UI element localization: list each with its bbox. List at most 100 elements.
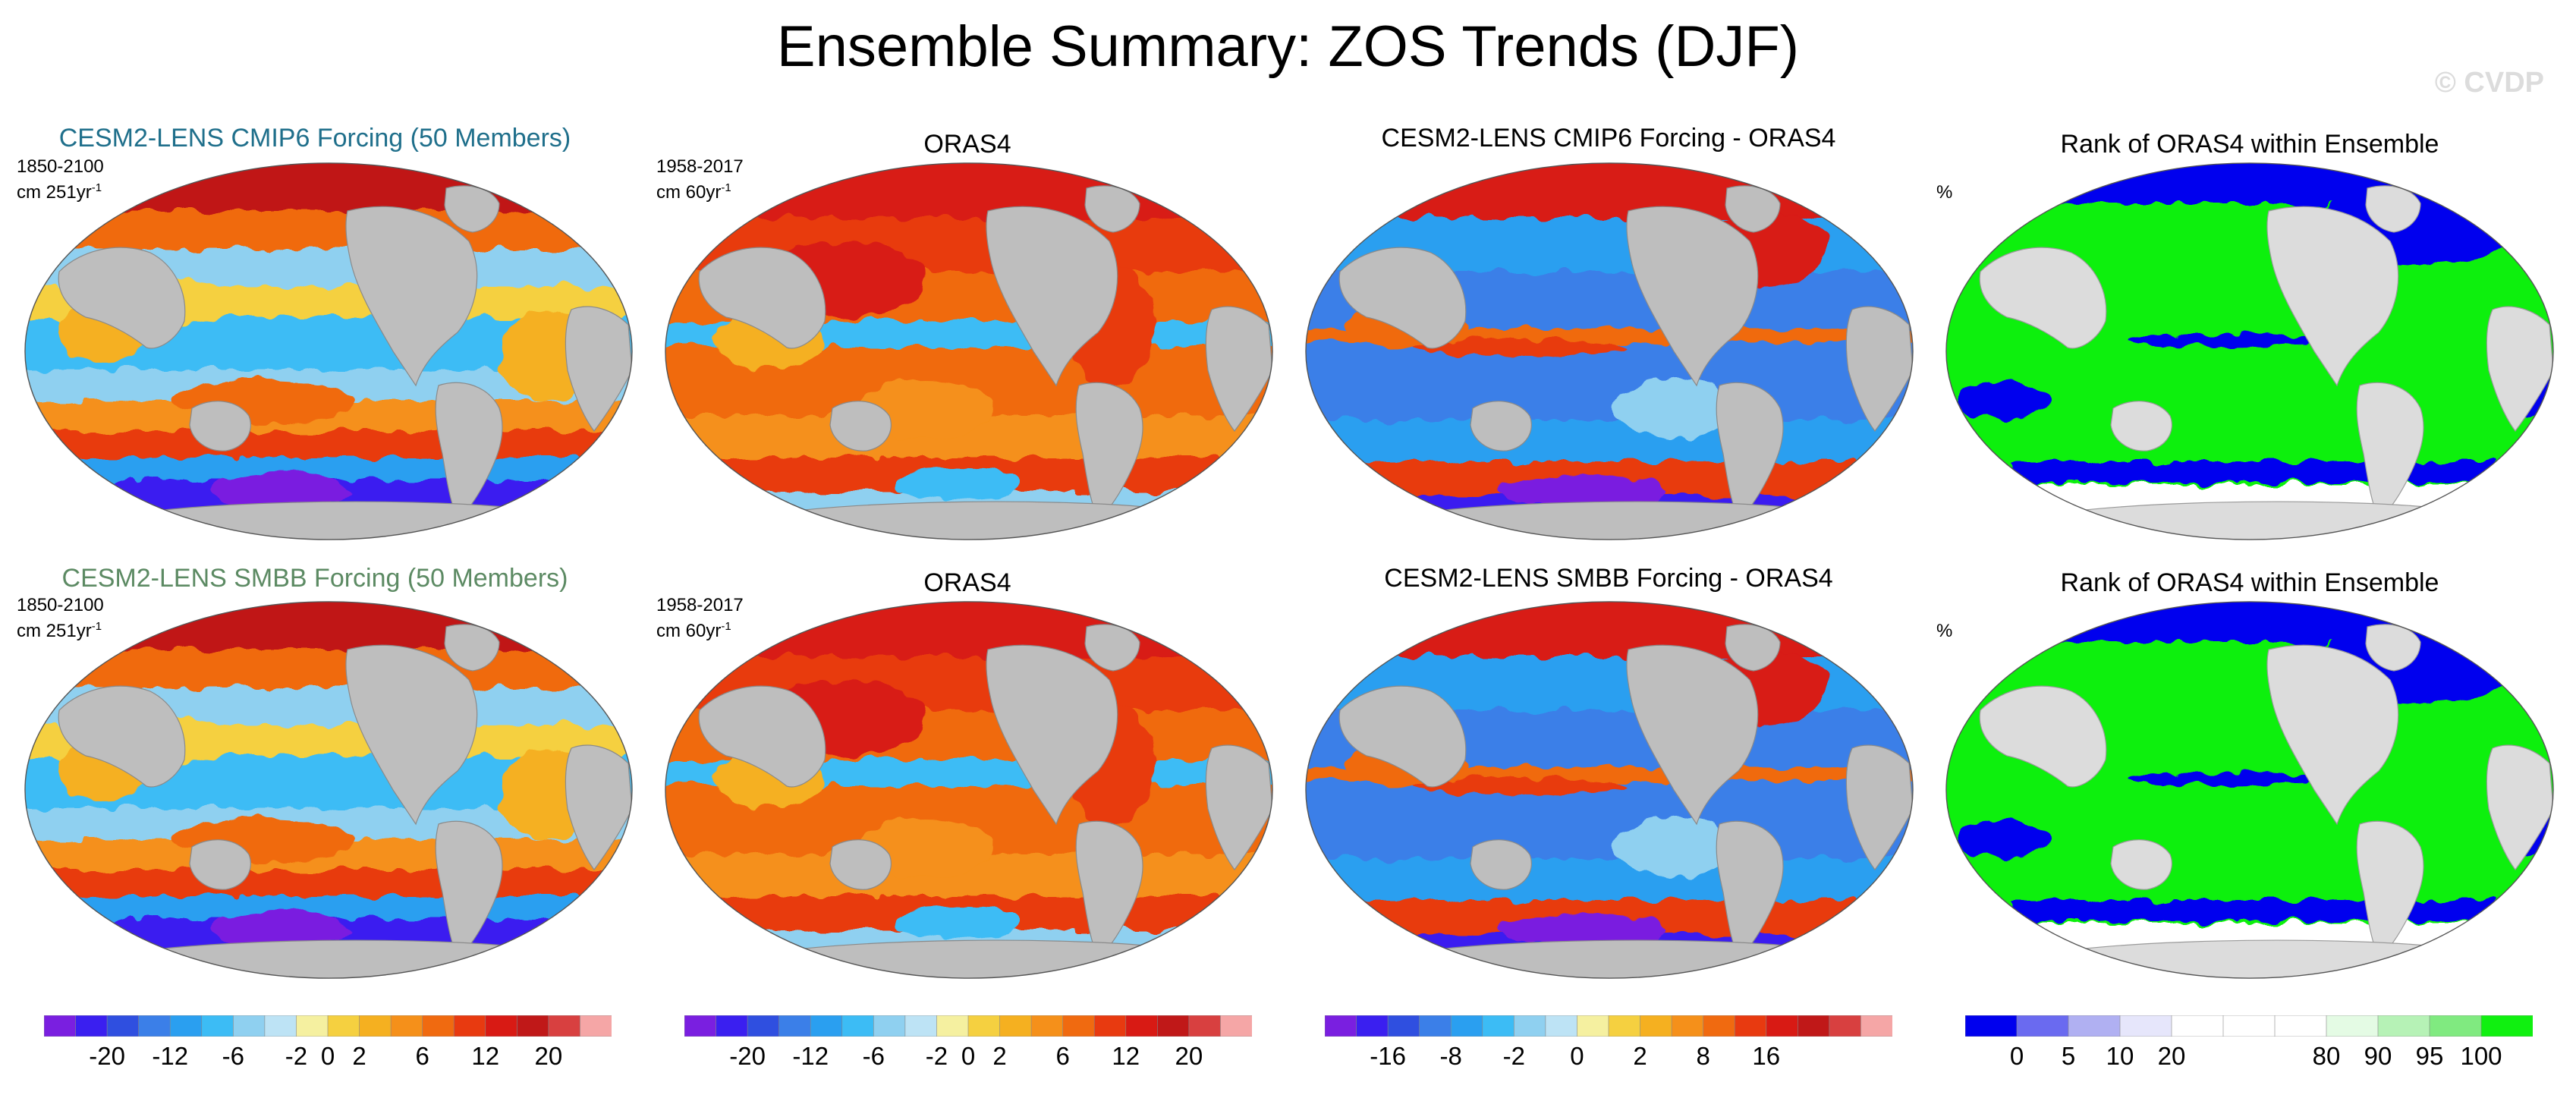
colorbar-tick-label: -8 [1439, 1042, 1462, 1070]
land-antarctica [1407, 501, 1857, 540]
colorbar-swatch [359, 1015, 392, 1037]
land-antarctica [1407, 939, 1857, 979]
colorbar-tick-label: 10 [2106, 1042, 2134, 1070]
land-namerica [1626, 644, 1759, 826]
land-greenland [1725, 185, 1781, 233]
ocean-field [24, 162, 633, 540]
land-antarctica [126, 501, 577, 540]
colorbar-swatch [453, 1015, 486, 1037]
land-asia [58, 685, 186, 788]
years: 1850-2100 [17, 156, 104, 177]
rank-units-label-row2: % [1936, 621, 1953, 641]
ocean-field [1305, 601, 1914, 979]
colorbar-swatch [841, 1015, 875, 1037]
land-namerica [345, 644, 478, 826]
years: 1958-2017 [656, 156, 744, 177]
field-bands [24, 162, 633, 540]
land-namerica [345, 206, 478, 387]
colorbar-swatch [1093, 1015, 1127, 1037]
map-outline [1305, 601, 1914, 979]
rank-field [1945, 601, 2554, 979]
map-oras4-trend-row2 [665, 601, 1273, 979]
land-australia [1470, 839, 1532, 890]
land-namerica [1626, 206, 1759, 387]
years: 1850-2100 [17, 595, 104, 615]
colorbar-swatch [2429, 1015, 2482, 1037]
colorbar-swatch [810, 1015, 843, 1037]
colorbar-swatch [2480, 1015, 2533, 1037]
field-blob-3 [1499, 915, 1666, 946]
land-africa [1205, 744, 1273, 871]
field-blob-3 [1499, 477, 1666, 507]
field-blob-2 [1613, 378, 1735, 439]
colorbar-swatch [936, 1015, 969, 1037]
land-africa [1205, 306, 1273, 433]
colorbar-tick-label: -12 [152, 1042, 189, 1070]
land-samerica [2356, 382, 2424, 519]
field-band-0 [1305, 162, 1914, 226]
land-asia [1979, 685, 2107, 788]
rank-units-label-row1: % [1936, 182, 1953, 203]
land-greenland [2365, 624, 2421, 672]
colorbar-swatch [2016, 1015, 2069, 1037]
land-australia [189, 839, 251, 890]
land-asia [698, 685, 826, 788]
colorbar-swatch [138, 1015, 171, 1037]
field-bands [24, 601, 633, 979]
units: cm 60yr [656, 182, 722, 203]
land-africa [2486, 306, 2554, 433]
rank-area-southern [2011, 461, 2496, 483]
field-band-5 [1305, 420, 1914, 465]
colorbar-tick-label: 100 [2460, 1042, 2502, 1070]
panel-title-obs-row2: ORAS4 [923, 568, 1011, 597]
colorbar-swatch [201, 1015, 234, 1037]
map-outline [665, 601, 1273, 979]
colorbar-swatch [1482, 1015, 1515, 1037]
land-asia [698, 247, 826, 349]
land-asia [1338, 685, 1467, 788]
units-superscript: -1 [721, 181, 731, 194]
field-blob-4 [211, 911, 348, 949]
land-greenland [444, 185, 500, 233]
colorbar-swatch [1062, 1015, 1096, 1037]
land-samerica [1716, 820, 1784, 958]
years: 1958-2017 [656, 595, 744, 615]
rank-area-indian [1958, 382, 2049, 420]
panel-title-obs-row1: ORAS4 [923, 130, 1011, 159]
land-masses [1979, 624, 2554, 979]
field-band-4 [1305, 782, 1914, 866]
colorbar-swatch [1829, 1015, 1862, 1037]
ocean-field [665, 601, 1273, 979]
rank-areas [1945, 601, 2554, 979]
colorbar-swatch [485, 1015, 518, 1037]
colorbar-tick-label: 2 [352, 1042, 366, 1070]
colorbar-tick-label: 80 [2312, 1042, 2341, 1070]
rank-field [1945, 162, 2554, 540]
colorbar-swatch [1387, 1015, 1420, 1037]
map-difference-smbb [1305, 601, 1914, 979]
colorbar-tick-label: -20 [89, 1042, 125, 1070]
field-band-0 [1305, 601, 1914, 665]
ensemble-period-label-row1: 1850-2100 cm 251yr-1 [17, 156, 104, 203]
colorbar-swatch [1157, 1015, 1190, 1037]
panel-title-diff-cmip6: CESM2-LENS CMIP6 Forcing - ORAS4 [1381, 124, 1836, 153]
colorbar-swatches [44, 1015, 612, 1037]
map-outline [1945, 162, 2554, 540]
colorbar-tick-label: 12 [1112, 1042, 1140, 1070]
field-band-4 [1305, 344, 1914, 427]
land-samerica [2356, 820, 2424, 958]
colorbar-swatch [778, 1015, 812, 1037]
colorbar-tick-label: -6 [222, 1042, 244, 1070]
land-australia [189, 401, 251, 452]
colorbar-tick-label: 90 [2364, 1042, 2392, 1070]
land-samerica [1075, 820, 1143, 958]
map-oras4-trend-row1 [665, 162, 1273, 540]
colorbar-swatch [296, 1015, 329, 1037]
colorbar-swatch [1356, 1015, 1389, 1037]
colorbar-swatch [873, 1015, 906, 1037]
units: cm 251yr [17, 621, 92, 641]
map-ensemble-trend-cmip6 [24, 162, 633, 540]
land-australia [1470, 401, 1532, 452]
colorbar-tick-label: 2 [1633, 1042, 1647, 1070]
field-band-0 [24, 162, 633, 219]
